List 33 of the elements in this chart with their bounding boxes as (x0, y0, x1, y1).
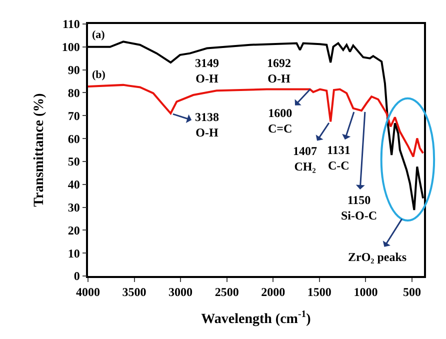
series-label: (b) (92, 69, 106, 81)
annotation: 1150 Si-O-C (341, 193, 377, 223)
y-tick-label: 70 (68, 108, 80, 123)
x-tick-label: 1000 (354, 285, 378, 300)
series-label: (a) (92, 29, 106, 41)
annotation: ZrO₂ peaks (348, 250, 407, 264)
y-tick-label: 60 (68, 132, 80, 146)
y-tick-label: 40 (68, 178, 80, 192)
annotation: 1600 C=C (268, 106, 292, 136)
y-axis-title: Transmittance (%) (32, 92, 47, 207)
x-tick-label: 3500 (122, 285, 146, 300)
annotation: 3138 O-H (195, 110, 219, 140)
y-tick-label: 0 (74, 269, 80, 284)
x-tick-label: 4000 (76, 285, 100, 300)
annotation: 1131 C-C (327, 143, 350, 173)
annotation: 1692 O-H (267, 56, 291, 86)
x-tick-label: 1500 (307, 285, 332, 300)
x-tick-label: 3000 (168, 285, 193, 300)
x-tick-label: 2000 (261, 285, 286, 300)
line-series (88, 84, 424, 158)
x-tick-label: 2500 (214, 285, 239, 300)
y-tick-label: 110 (62, 17, 80, 32)
y-tick-label: 80 (68, 86, 80, 100)
annotation: 1407 CH₂ (293, 144, 317, 174)
y-tick-label: 30 (68, 200, 80, 214)
x-tick-label: 500 (402, 285, 421, 300)
annotation: 3149 O-H (195, 56, 219, 86)
y-tick-label: 20 (68, 223, 80, 238)
y-tick-label: 10 (68, 246, 80, 260)
x-axis-title: Wavelength (cm$^{-1}$) (201, 309, 312, 327)
y-tick-label: 50 (68, 154, 80, 169)
y-tick-label: 100 (62, 40, 80, 54)
y-tick-label: 90 (68, 63, 80, 78)
